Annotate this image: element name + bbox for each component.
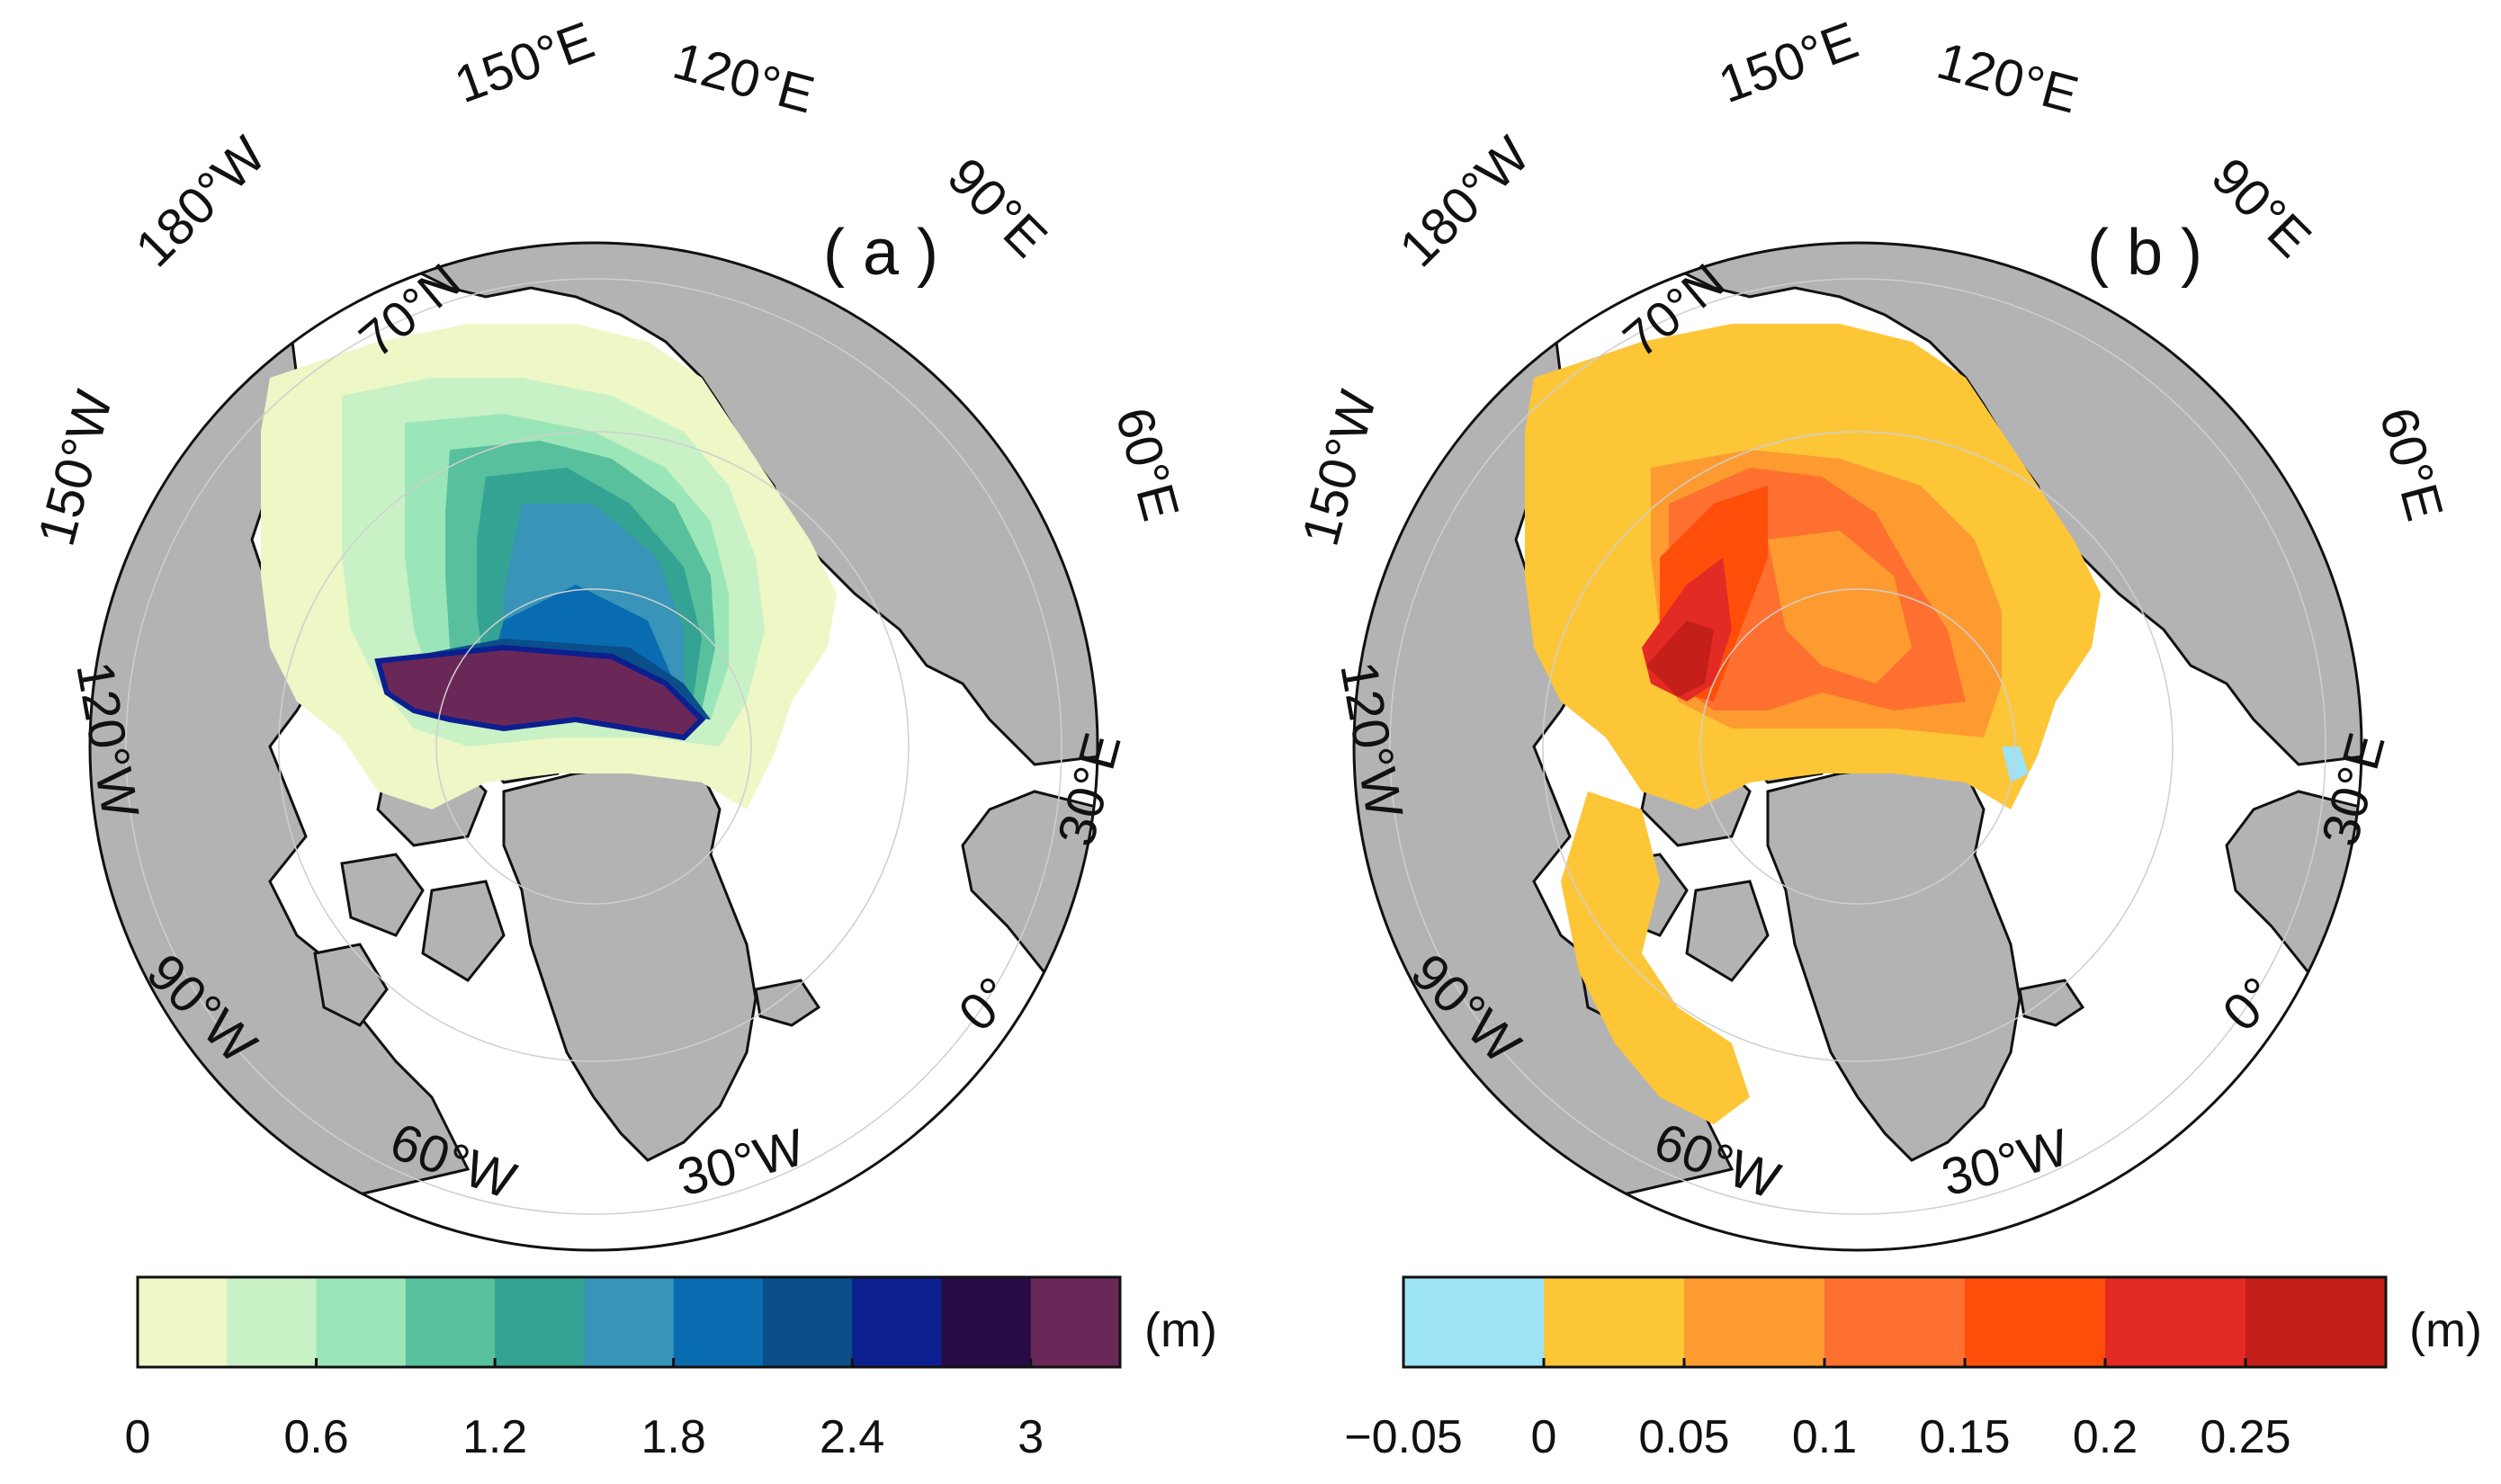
graticule-a (125, 278, 1062, 1215)
lon-label-180w: 180°W (124, 126, 277, 279)
colorbar-tick-label: 1.2 (462, 1411, 527, 1463)
lon-label-60e: 60°E (1104, 402, 1190, 527)
colorbar-tick-label: 0.2 (2073, 1411, 2138, 1463)
colorbar-tick-label: 0 (1531, 1411, 1557, 1463)
lon-label-180w-b: 180°W (1388, 126, 1541, 279)
map-panel-b: 150°E 120°E 90°E 60°E 30°E 0° 30°W 60°W … (1291, 11, 2482, 1463)
colorbar-tick-label: 0.15 (1919, 1411, 2010, 1463)
colorbar-tick-label: 0.05 (1638, 1411, 1729, 1463)
colorbar-unit-a: (m) (1144, 1303, 1217, 1357)
lon-label-120e: 120°E (668, 31, 820, 125)
colorbar-swatch (1965, 1277, 2106, 1367)
colorbar-swatch (227, 1277, 318, 1367)
colorbar-swatch (1030, 1277, 1121, 1367)
colorbar-a: 0 0.6 1.2 1.8 2.4 3 (m) (125, 1275, 1217, 1463)
colorbar-swatch (2105, 1277, 2246, 1367)
land-b (1354, 243, 2362, 1250)
colorbar-swatch (1403, 1277, 1545, 1367)
lon-label-150e: 150°E (447, 11, 601, 114)
lon-label-150e-b: 150°E (1711, 11, 1865, 114)
colorbar-tick-label: 0 (125, 1411, 151, 1463)
lon-label-120e-b: 120°E (1932, 31, 2084, 125)
map-frame-b (1352, 241, 2363, 1252)
lon-label-90e-b: 90°E (2201, 147, 2322, 268)
colorbar-swatch (316, 1277, 407, 1367)
colorbar-swatch (673, 1277, 764, 1367)
colorbar-b: −0.05 0 0.05 0.1 0.15 0.2 0.25 (m) (1344, 1275, 2482, 1463)
lon-label-150w-b: 150°W (1291, 385, 1388, 552)
colorbar-swatch (405, 1277, 496, 1367)
lon-label-150w: 150°W (27, 385, 124, 552)
colorbar-swatch (852, 1277, 942, 1367)
colorbar-swatch (584, 1277, 675, 1367)
colorbar-tick-label: 1.8 (641, 1411, 705, 1463)
colorbar-tick-label: −0.05 (1344, 1411, 1463, 1463)
graticule-b (1389, 278, 2326, 1215)
colorbar-tick-label: 0.6 (283, 1411, 348, 1463)
colorbar-swatch (1824, 1277, 1966, 1367)
colorbar-tick-label: 0.25 (2200, 1411, 2290, 1463)
colorbar-swatch (762, 1277, 853, 1367)
colorbar-unit-b: (m) (2409, 1303, 2482, 1357)
lon-label-60e-b: 60°E (2368, 402, 2454, 527)
colorbar-tick-label: 2.4 (820, 1411, 884, 1463)
colorbar-swatch (941, 1277, 1032, 1367)
map-panel-a: 150°E 120°E 90°E 60°E 30°E 0° 30°W 60°W … (27, 11, 1217, 1463)
ice-field-a (261, 324, 837, 809)
colorbar-swatch (2246, 1277, 2387, 1367)
ice-field-b (1525, 324, 2101, 1124)
panel-label-a: ( a ) (823, 217, 938, 289)
lon-label-90e: 90°E (937, 147, 1058, 268)
colorbar-swatch (495, 1277, 585, 1367)
colorbar-tick-label: 0.1 (1792, 1411, 1857, 1463)
colorbar-swatch (1544, 1277, 1685, 1367)
colorbar-swatch (1684, 1277, 1825, 1367)
panel-label-b: ( b ) (2087, 217, 2202, 289)
colorbar-tick-label: 3 (1017, 1411, 1044, 1463)
map-frame-a (88, 241, 1099, 1252)
colorbar-swatch (138, 1277, 228, 1367)
